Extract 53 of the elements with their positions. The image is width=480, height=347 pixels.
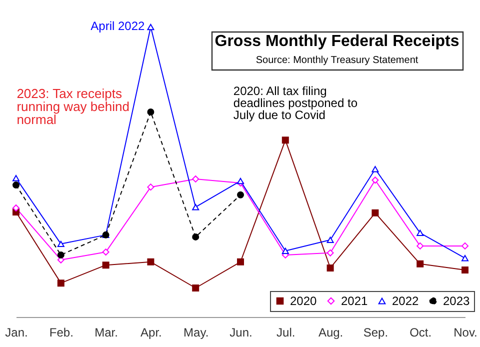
point — [282, 136, 289, 144]
point — [102, 262, 110, 269]
point — [237, 178, 244, 184]
point — [416, 260, 424, 268]
x-tick-label: Sep. — [363, 326, 388, 340]
point — [326, 264, 334, 272]
x-tick-label: Feb. — [49, 326, 74, 340]
point — [192, 233, 200, 240]
chart-title: Gross Monthly Federal Receipts — [214, 33, 460, 50]
point — [147, 184, 154, 191]
point — [326, 236, 334, 243]
point — [57, 251, 64, 258]
point — [237, 258, 244, 266]
annotation: 2023: Tax receipts running way behind normal — [16, 86, 130, 127]
point — [462, 255, 468, 262]
point — [237, 191, 244, 198]
point — [462, 242, 468, 250]
point — [192, 175, 200, 182]
point — [57, 240, 64, 248]
x-tick-label: Apr. — [140, 326, 162, 340]
point — [192, 204, 200, 210]
point — [416, 242, 424, 250]
point — [372, 166, 379, 172]
legend-label: 2023 — [443, 294, 470, 308]
point — [147, 24, 154, 30]
x-tick-label: Jul. — [276, 326, 296, 340]
point — [147, 108, 154, 116]
point — [282, 248, 289, 254]
x-tick-label: Jun. — [230, 326, 252, 340]
legend-label: 2020 — [290, 294, 318, 308]
legend-label: 2021 — [341, 294, 368, 308]
point — [12, 182, 20, 189]
point — [12, 174, 20, 182]
point — [372, 176, 379, 184]
x-tick-label: Mar. — [94, 326, 118, 340]
annotation: 2020: All tax filing deadlines postponed to July due to Covid — [233, 84, 358, 122]
x-tick-label: May. — [184, 326, 209, 340]
point — [372, 209, 379, 216]
point — [147, 258, 154, 266]
point — [326, 249, 334, 256]
x-tick-label: Jan. — [5, 326, 28, 340]
point — [462, 266, 468, 274]
annotation: April 2022 — [90, 19, 146, 33]
point — [57, 280, 64, 287]
point — [12, 204, 20, 212]
legend-label: 2022 — [392, 294, 420, 308]
point — [416, 230, 424, 236]
x-tick-label: Oct. — [410, 326, 432, 340]
text: Source: Monthly Treasury Statement — [256, 55, 418, 66]
x-tick-label: Aug. — [318, 326, 344, 340]
x-tick-label: Nov. — [454, 326, 478, 340]
point — [102, 248, 110, 256]
point — [192, 284, 200, 292]
